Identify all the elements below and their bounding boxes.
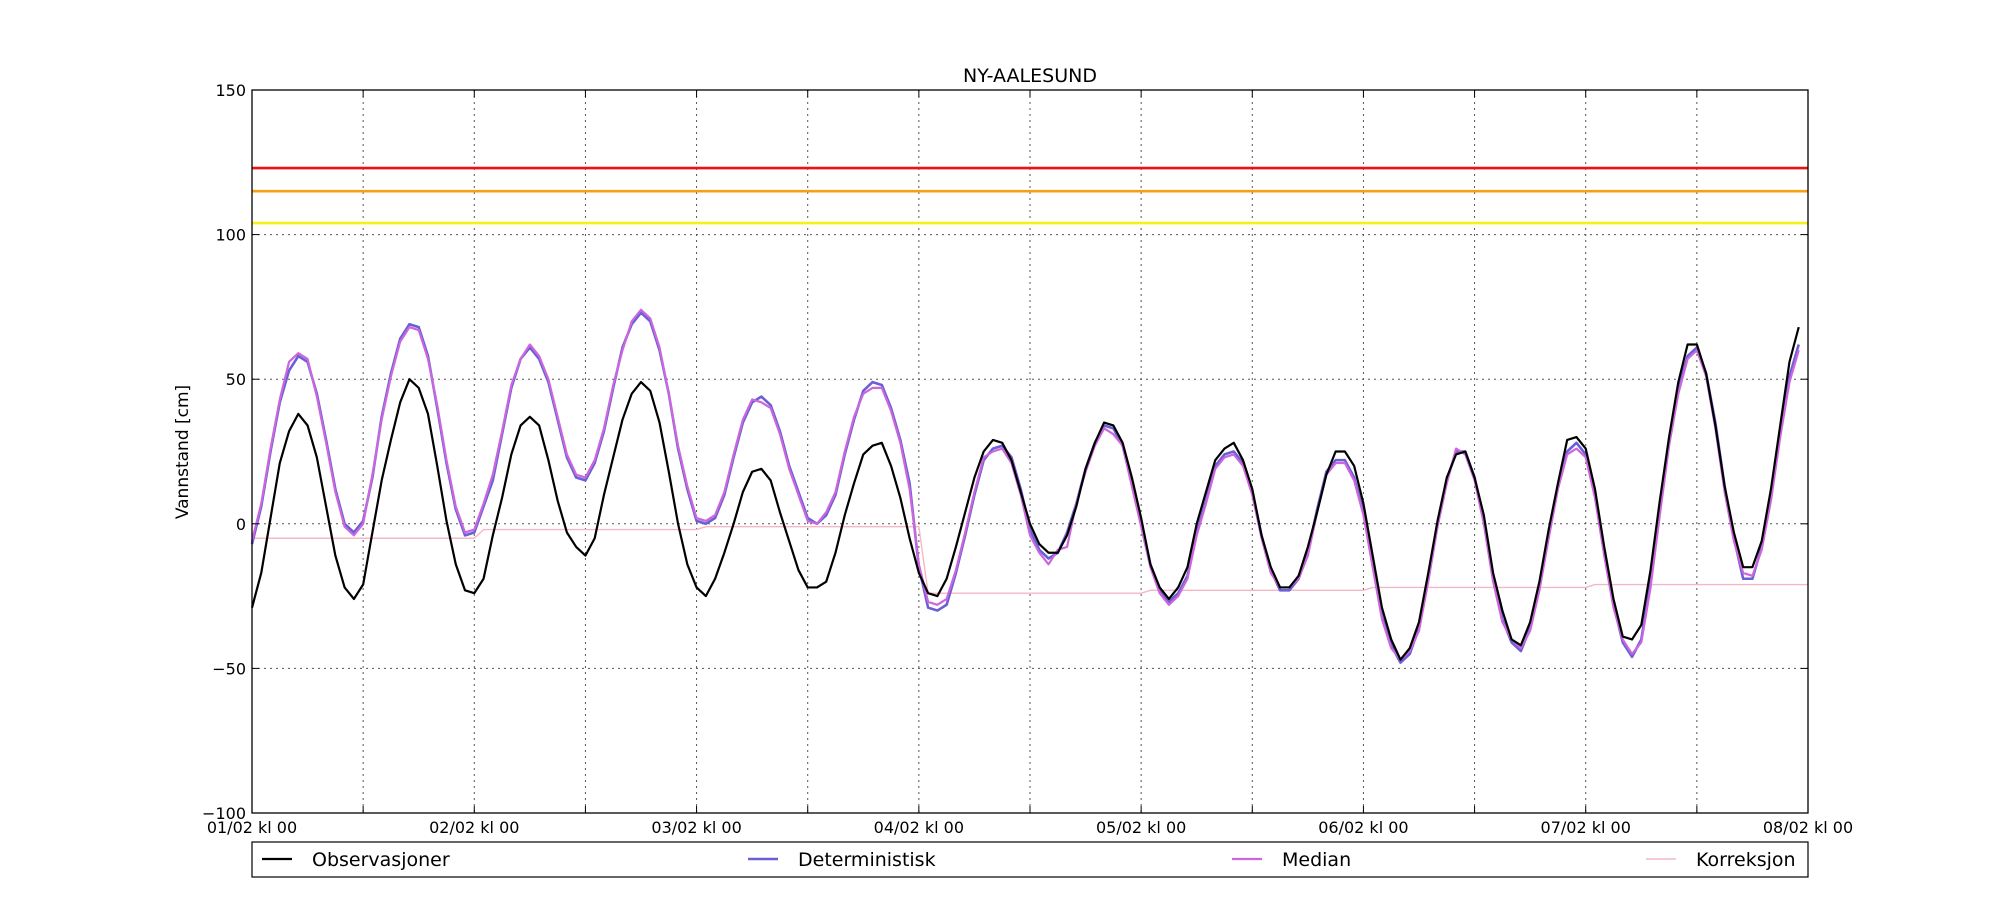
series-line-observasjoner bbox=[250, 326, 1800, 661]
x-tick-label: 01/02 kl 00 bbox=[207, 818, 297, 837]
x-tick-label: 08/02 kl 00 bbox=[1763, 818, 1853, 837]
legend-frame bbox=[251, 841, 1809, 878]
x-tick-label: 07/02 kl 00 bbox=[1541, 818, 1631, 837]
legend-label: Deterministisk bbox=[798, 849, 936, 871]
y-tick-label: 100 bbox=[215, 226, 246, 245]
series-line-median bbox=[250, 308, 1800, 661]
legend-label: Median bbox=[1282, 849, 1351, 871]
x-tick-label: 06/02 kl 00 bbox=[1318, 818, 1408, 837]
series-line-korreksjon bbox=[252, 525, 1808, 594]
y-tick-label: 0 bbox=[236, 515, 246, 534]
x-axis-ticks: 01/02 kl 00 02/02 kl 00 03/02 kl 00 04/02 k… bbox=[207, 90, 1853, 837]
legend-label: Observasjoner bbox=[312, 849, 450, 871]
grid-lines bbox=[252, 90, 1808, 813]
y-tick-label: 50 bbox=[226, 370, 246, 389]
x-tick-label: 04/02 kl 00 bbox=[874, 818, 964, 837]
y-axis-ticks: −100 −50 0 50 100 150 bbox=[202, 81, 1808, 823]
y-axis-label: Vannstand [cm] bbox=[173, 385, 193, 519]
y-tick-label: −100 bbox=[202, 804, 246, 823]
x-tick-label: 05/02 kl 00 bbox=[1096, 818, 1186, 837]
legend: Observasjoner Deterministisk Median Korreks… bbox=[262, 849, 1796, 871]
y-tick-label: −50 bbox=[212, 659, 246, 678]
threshold-lines bbox=[252, 166, 1808, 225]
series-line-deterministisk bbox=[250, 311, 1800, 664]
chart-title: NY-AALESUND bbox=[963, 65, 1097, 87]
y-tick-label: 150 bbox=[215, 81, 246, 100]
x-tick-label: 03/02 kl 00 bbox=[651, 818, 741, 837]
series-lines bbox=[250, 308, 1808, 664]
x-tick-label: 02/02 kl 00 bbox=[429, 818, 519, 837]
legend-label: Korreksjon bbox=[1696, 849, 1796, 871]
